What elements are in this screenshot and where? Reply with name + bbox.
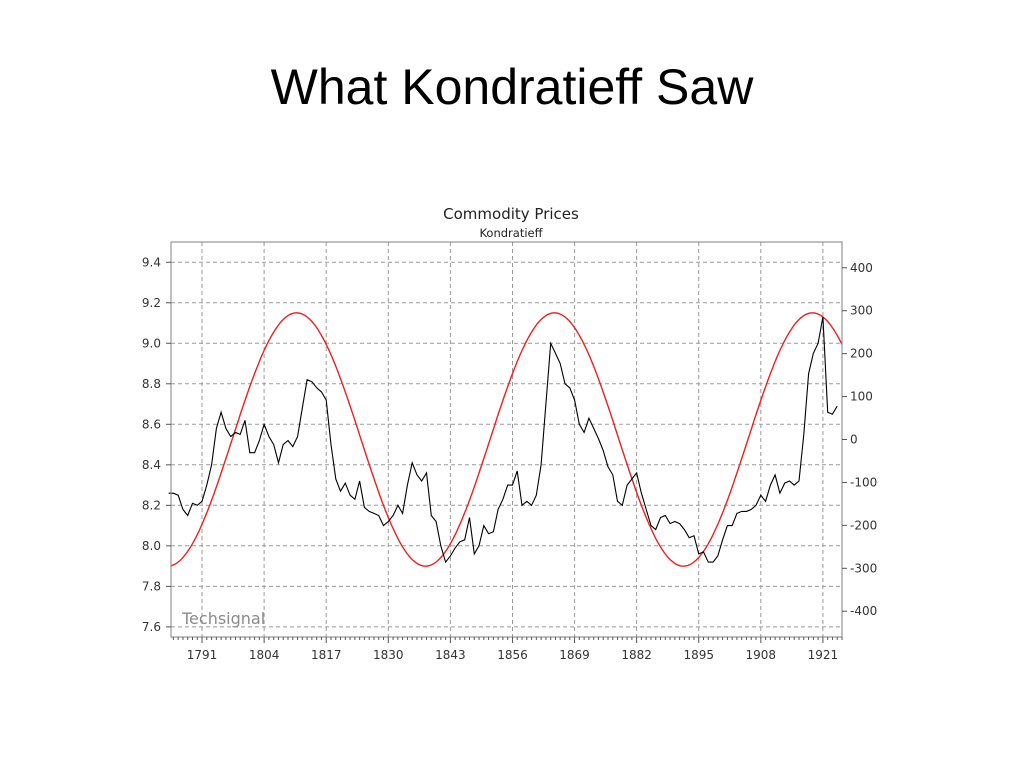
right-axis-tick-label: -100 (850, 475, 877, 489)
right-axis-tick-label: -400 (850, 604, 877, 618)
plot-background (171, 242, 842, 637)
x-axis-tick-label: 1895 (683, 648, 714, 662)
right-axis-tick-label: -200 (850, 518, 877, 532)
x-axis-tick-label: 1882 (621, 648, 652, 662)
x-axis-tick-label: 1921 (808, 648, 839, 662)
cycle-series (170, 312, 843, 567)
price-line (168, 316, 838, 564)
right-axis-tick-label: 0 (850, 433, 858, 447)
watermark: Techsignal (181, 609, 265, 628)
right-axis-tick-label: 400 (850, 261, 873, 275)
left-axis-tick-label: 8.0 (142, 539, 161, 553)
x-axis-tick-label: 1804 (249, 648, 280, 662)
right-axis-tick-label: 200 (850, 347, 873, 361)
plot-area: Techsignal (168, 241, 843, 638)
chart-subtitle: Kondratieff (479, 226, 543, 240)
x-axis-tick-label: 1791 (187, 648, 218, 662)
x-axis-tick-label: 1908 (746, 648, 777, 662)
x-axis-tick-label: 1869 (559, 648, 590, 662)
left-axis-tick-label: 8.6 (142, 417, 161, 431)
x-axis-tick-label: 1856 (497, 648, 528, 662)
right-axis-tick-label: 300 (850, 304, 873, 318)
x-axis-tick-label: 1843 (435, 648, 466, 662)
cycle-line (170, 312, 843, 567)
left-axis-tick-label: 9.0 (142, 336, 161, 350)
right-axis-tick-label: 100 (850, 390, 873, 404)
grid-lines (171, 242, 842, 637)
slide-title: What Kondratieff Saw (270, 59, 754, 115)
left-axis: 7.6 7.8 8.0 8.2 8.4 8.6 8.8 9.0 9.2 9.4 (142, 255, 171, 634)
right-axis: -400 -300 -200 -100 0 100 200 300 400 (842, 261, 877, 618)
left-axis-tick-label: 7.6 (142, 620, 161, 634)
x-axis: 1791 1804 1817 1830 1843 1856 1869 1882 1895 1908… (172, 637, 843, 662)
price-series (168, 316, 838, 564)
right-axis-tick-label: -300 (850, 561, 877, 575)
left-axis-tick-label: 9.4 (142, 255, 161, 269)
left-axis-tick-label: 8.4 (142, 458, 161, 472)
left-axis-tick-label: 7.8 (142, 579, 161, 593)
left-axis-tick-label: 9.2 (142, 296, 161, 310)
chart-title: Commodity Prices (443, 205, 579, 223)
x-axis-tick-label: 1817 (311, 648, 342, 662)
x-axis-tick-label: 1830 (373, 648, 404, 662)
left-axis-tick-label: 8.2 (142, 498, 161, 512)
left-axis-tick-label: 8.8 (142, 377, 161, 391)
